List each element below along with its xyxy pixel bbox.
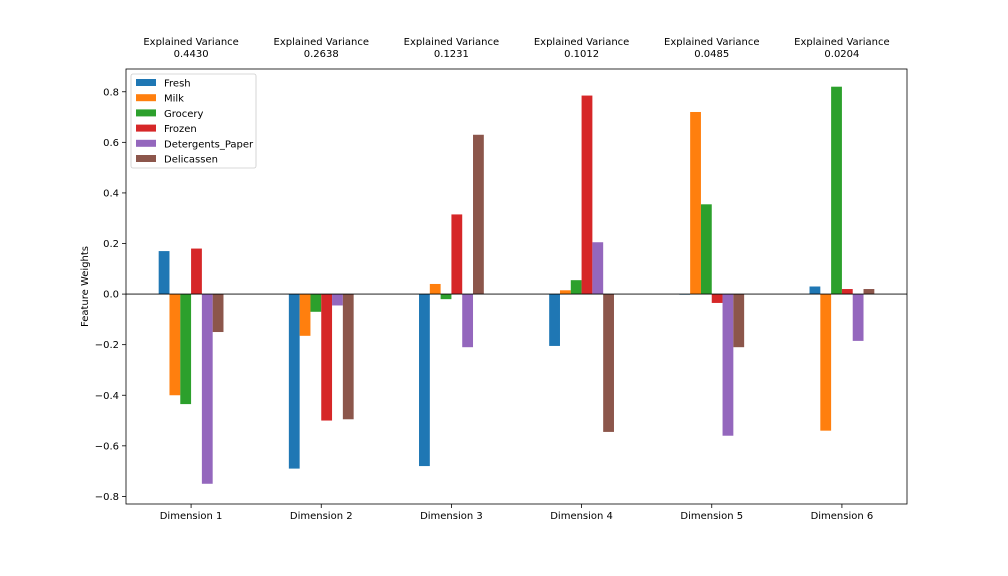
explained-variance-value: 0.0485 bbox=[694, 49, 729, 60]
explained-variance-value: 0.1231 bbox=[434, 49, 469, 60]
bar-fresh-dim6 bbox=[809, 286, 821, 295]
bar-milk-dim4 bbox=[559, 290, 571, 295]
y-axis: 0.8 0.6 0.4 0.2 0.0 −0.2 −0.4 −0.6 −0.8 bbox=[95, 87, 126, 503]
legend-swatch-milk bbox=[136, 94, 156, 102]
legend-swatch-delicassen bbox=[136, 155, 156, 162]
x-tick-label: Dimension 3 bbox=[420, 511, 483, 522]
x-tick-label: Dimension 5 bbox=[680, 511, 743, 522]
legend-label-delicassen: Delicassen bbox=[164, 155, 218, 166]
bar-milk-dim6 bbox=[820, 294, 832, 431]
bar-delicassen-dim1 bbox=[212, 294, 224, 333]
bar-frozen-dim2 bbox=[321, 294, 333, 421]
explained-variance-value: 0.2638 bbox=[304, 49, 339, 60]
explained-variance-value: 0.0204 bbox=[824, 49, 859, 60]
bar-grocery-dim6 bbox=[831, 86, 842, 295]
bars-group bbox=[158, 86, 875, 484]
y-axis-label: Feature Weights bbox=[80, 246, 91, 327]
bar-grocery-dim1 bbox=[180, 294, 192, 405]
bar-delicassen-dim6 bbox=[863, 289, 875, 295]
bar-detergents-paper-dim5 bbox=[722, 294, 734, 436]
bar-delicassen-dim3 bbox=[473, 134, 484, 295]
x-tick-label: Dimension 6 bbox=[811, 511, 874, 522]
bar-detergents-paper-dim2 bbox=[332, 294, 343, 306]
y-tick-label: 0.2 bbox=[103, 239, 119, 250]
bar-delicassen-dim4 bbox=[603, 294, 614, 432]
explained-variance-label: Explained Variance bbox=[143, 37, 238, 48]
bar-frozen-dim6 bbox=[841, 289, 853, 295]
legend: Fresh Milk Grocery Frozen Detergents_Paper De… bbox=[130, 73, 257, 169]
bar-frozen-dim1 bbox=[191, 248, 202, 295]
legend-box bbox=[130, 73, 257, 169]
bar-detergents-paper-dim1 bbox=[201, 294, 213, 484]
bar-frozen-dim3 bbox=[451, 214, 463, 295]
y-tick-label: −0.4 bbox=[95, 391, 119, 402]
legend-swatch-grocery bbox=[136, 109, 156, 117]
x-tick-label: Dimension 2 bbox=[290, 511, 353, 522]
y-tick-label: −0.2 bbox=[95, 340, 119, 351]
y-tick-label: −0.8 bbox=[95, 492, 119, 503]
explained-variance-value: 0.1012 bbox=[564, 49, 599, 60]
y-tick-label: 0.6 bbox=[103, 138, 119, 149]
bar-fresh-dim3 bbox=[419, 294, 430, 467]
y-tick-label: 0.0 bbox=[103, 290, 119, 301]
legend-label-frozen: Frozen bbox=[164, 124, 197, 135]
bar-milk-dim2 bbox=[299, 294, 311, 336]
bar-fresh-dim4 bbox=[549, 294, 560, 346]
bar-detergents-paper-dim3 bbox=[462, 294, 474, 348]
bar-detergents-paper-dim4 bbox=[592, 242, 604, 295]
legend-label-grocery: Grocery bbox=[164, 109, 204, 120]
bar-delicassen-dim5 bbox=[733, 294, 745, 348]
bar-frozen-dim4 bbox=[581, 95, 593, 295]
y-tick-label: −0.6 bbox=[95, 441, 119, 452]
x-axis: Dimension 1 Dimension 2 Dimension 3 Dimensi… bbox=[160, 504, 874, 522]
bar-fresh-dim1 bbox=[158, 251, 170, 295]
legend-label-detergents-paper: Detergents_Paper bbox=[164, 139, 254, 150]
x-tick-label: Dimension 1 bbox=[160, 511, 223, 522]
bar-grocery-dim4 bbox=[570, 280, 582, 295]
bar-milk-dim3 bbox=[429, 283, 441, 295]
y-tick-label: 0.4 bbox=[103, 188, 119, 199]
y-tick-label: 0.8 bbox=[103, 87, 119, 98]
explained-variance-label: Explained Variance bbox=[534, 37, 629, 48]
explained-variance-value: 0.4430 bbox=[174, 49, 209, 60]
bar-delicassen-dim2 bbox=[342, 294, 354, 420]
bar-fresh-dim2 bbox=[288, 294, 300, 469]
x-tick-label: Dimension 4 bbox=[550, 511, 613, 522]
legend-swatch-fresh bbox=[136, 79, 156, 86]
legend-swatch-detergents-paper bbox=[136, 139, 156, 147]
legend-label-fresh: Fresh bbox=[164, 79, 191, 90]
bar-detergents-paper-dim6 bbox=[852, 294, 864, 341]
bar-grocery-dim5 bbox=[700, 204, 712, 295]
bar-grocery-dim2 bbox=[310, 294, 322, 312]
legend-swatch-frozen bbox=[136, 124, 156, 132]
bar-frozen-dim5 bbox=[711, 294, 723, 303]
explained-variance-label: Explained Variance bbox=[404, 37, 499, 48]
bar-milk-dim1 bbox=[169, 294, 181, 396]
explained-variance-label: Explained Variance bbox=[274, 37, 369, 48]
bar-grocery-dim3 bbox=[440, 294, 452, 300]
legend-label-milk: Milk bbox=[164, 94, 184, 105]
bar-milk-dim5 bbox=[690, 111, 701, 295]
explained-variance-label: Explained Variance bbox=[664, 37, 759, 48]
plot-frame bbox=[125, 68, 908, 505]
explained-variance-label: Explained Variance bbox=[794, 37, 889, 48]
